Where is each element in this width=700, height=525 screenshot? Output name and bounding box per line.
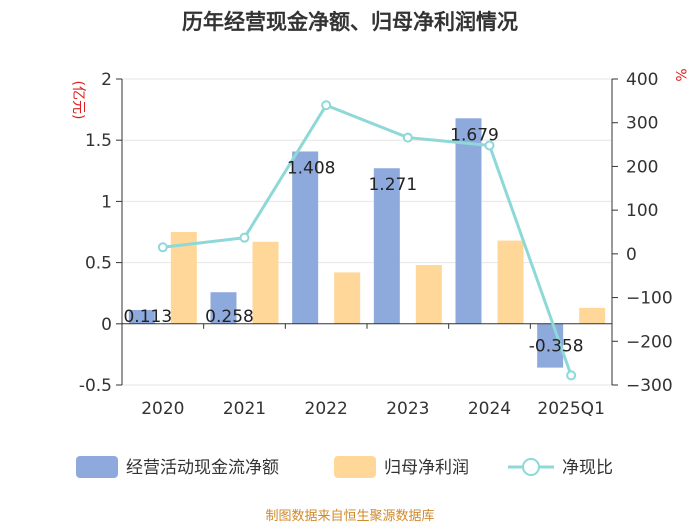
net-profit-bar <box>579 307 606 324</box>
source-note: 制图数据来自恒生聚源数据库 <box>265 508 434 524</box>
x-tick-label: 2024 <box>468 399 511 419</box>
ratio-point <box>321 100 332 111</box>
x-tick-label: 2021 <box>223 399 266 419</box>
right-tick-label: −300 <box>626 376 673 396</box>
ratio-point <box>484 140 495 151</box>
cashflow-bar <box>128 309 155 324</box>
right-axis-unit: % <box>672 68 688 81</box>
cashflow-data-label: 0.113 <box>123 307 172 327</box>
cashflow-data-label: 1.271 <box>368 175 417 195</box>
legend-label-net-profit: 归母净利润 <box>384 458 469 478</box>
ratio-point <box>402 132 413 143</box>
left-tick-label: 0.5 <box>85 254 112 274</box>
cashflow-bar <box>292 151 319 324</box>
data-labels: 0.113 0.258 1.408 1.271 1.679 -0.358 <box>123 125 583 356</box>
left-tick-label: 1 <box>101 192 112 212</box>
ratio-point <box>239 232 250 243</box>
right-tick-label: −200 <box>626 332 673 352</box>
x-tick-label: 2022 <box>305 399 348 419</box>
cashflow-bar <box>455 118 482 324</box>
left-axis-unit: (亿元) <box>70 81 86 120</box>
x-tick-label: 2023 <box>386 399 429 419</box>
cashflow-bar <box>373 168 400 324</box>
chart-title: 历年经营现金净额、归母净利润情况 <box>182 10 518 34</box>
left-tick-label: -0.5 <box>79 376 112 396</box>
legend-swatch-ratio-marker <box>522 458 540 476</box>
x-tick-label: 2025Q1 <box>537 399 604 419</box>
right-tick-label: 200 <box>626 157 658 177</box>
cashflow-bar <box>537 323 564 368</box>
left-tick-label: 0 <box>101 315 112 335</box>
right-tick-label: 0 <box>626 245 637 265</box>
ratio-point <box>566 370 577 381</box>
ratio-point <box>157 242 168 253</box>
right-tick-label: −100 <box>626 289 673 309</box>
bars <box>128 118 606 368</box>
left-tick-label: 1.5 <box>85 131 112 151</box>
ratio-line <box>157 100 577 381</box>
right-tick-label: 100 <box>626 201 658 221</box>
legend-label-ratio: 净现比 <box>562 458 613 478</box>
cashflow-data-label: -0.358 <box>529 337 584 357</box>
legend: 经营活动现金流净额 归母净利润 净现比 <box>76 456 613 478</box>
ratio-line-path <box>162 103 573 376</box>
net-profit-bar <box>252 241 279 324</box>
right-tick-label: 400 <box>626 70 658 90</box>
net-profit-bar <box>497 240 524 324</box>
cashflow-data-label: 0.258 <box>205 307 254 327</box>
cashflow-data-label: 1.408 <box>287 158 336 178</box>
legend-label-cashflow: 经营活动现金流净额 <box>126 458 279 478</box>
legend-swatch-net-profit <box>334 456 376 478</box>
cashflow-data-label: 1.679 <box>450 125 499 145</box>
right-tick-label: 300 <box>626 114 658 134</box>
cashflow-bar <box>210 292 237 324</box>
left-tick-label: 2 <box>101 70 112 90</box>
net-profit-bar <box>334 272 361 324</box>
legend-swatch-cashflow <box>76 456 118 478</box>
x-tick-label: 2020 <box>141 399 184 419</box>
axes: -0.5 0 0.5 1 1.5 2 −300 −200 −100 0 100 200 300 400 20… <box>79 70 673 419</box>
net-profit-bar <box>415 265 442 324</box>
